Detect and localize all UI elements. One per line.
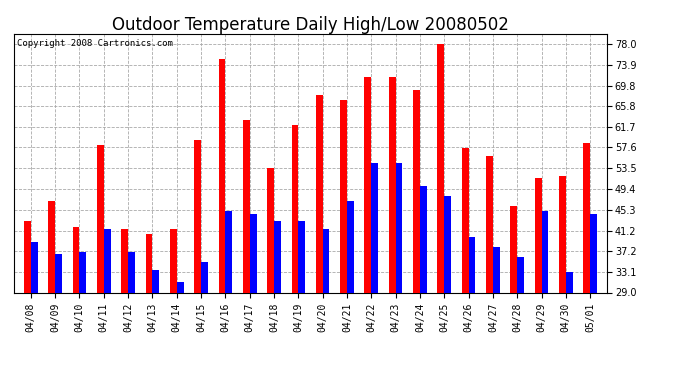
- Bar: [437, 44, 444, 292]
- Bar: [371, 163, 378, 292]
- Bar: [566, 272, 573, 292]
- Bar: [292, 125, 298, 292]
- Bar: [462, 148, 469, 292]
- Bar: [542, 211, 549, 292]
- Bar: [493, 247, 500, 292]
- Bar: [590, 214, 597, 292]
- Bar: [347, 201, 354, 292]
- Bar: [121, 229, 128, 292]
- Bar: [469, 237, 475, 292]
- Bar: [511, 206, 518, 292]
- Text: Copyright 2008 Cartronics.com: Copyright 2008 Cartronics.com: [17, 39, 172, 48]
- Bar: [177, 282, 184, 292]
- Bar: [31, 242, 38, 292]
- Bar: [413, 90, 420, 292]
- Bar: [170, 229, 177, 292]
- Bar: [340, 100, 347, 292]
- Bar: [364, 77, 371, 292]
- Bar: [128, 252, 135, 292]
- Bar: [395, 163, 402, 292]
- Bar: [559, 176, 566, 292]
- Bar: [48, 201, 55, 292]
- Bar: [388, 77, 395, 292]
- Bar: [535, 178, 542, 292]
- Bar: [152, 270, 159, 292]
- Bar: [219, 59, 226, 292]
- Bar: [226, 211, 233, 292]
- Bar: [104, 229, 110, 292]
- Bar: [97, 146, 104, 292]
- Title: Outdoor Temperature Daily High/Low 20080502: Outdoor Temperature Daily High/Low 20080…: [112, 16, 509, 34]
- Bar: [486, 156, 493, 292]
- Bar: [79, 252, 86, 292]
- Bar: [298, 222, 305, 292]
- Bar: [444, 196, 451, 292]
- Bar: [250, 214, 257, 292]
- Bar: [267, 168, 274, 292]
- Bar: [55, 255, 62, 292]
- Bar: [518, 257, 524, 292]
- Bar: [583, 143, 590, 292]
- Bar: [195, 140, 201, 292]
- Bar: [201, 262, 208, 292]
- Bar: [146, 234, 152, 292]
- Bar: [24, 222, 31, 292]
- Bar: [323, 229, 329, 292]
- Bar: [420, 186, 426, 292]
- Bar: [72, 226, 79, 292]
- Bar: [316, 94, 323, 292]
- Bar: [243, 120, 250, 292]
- Bar: [274, 222, 281, 292]
